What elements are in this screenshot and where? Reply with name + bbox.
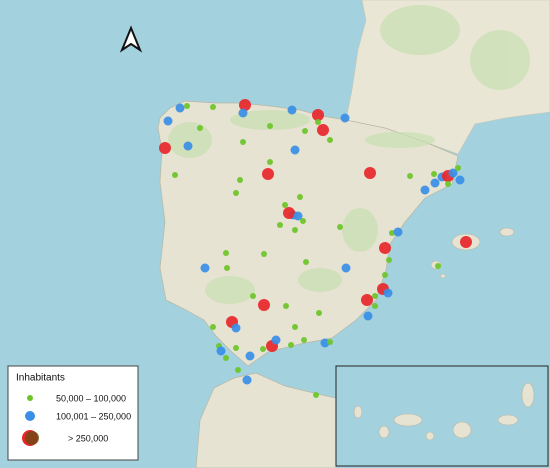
legend-symbol-overlay — [25, 431, 39, 445]
city-marker — [293, 211, 303, 221]
city-marker — [303, 259, 309, 265]
city-marker — [261, 251, 267, 257]
city-marker — [300, 218, 306, 224]
city-marker — [235, 367, 241, 373]
city-marker — [315, 119, 321, 125]
city-marker — [223, 250, 229, 256]
city-marker — [317, 124, 329, 136]
city-marker — [245, 351, 255, 361]
city-marker — [200, 263, 210, 273]
vegetation — [168, 5, 530, 304]
city-marker — [386, 257, 392, 263]
city-marker — [316, 310, 322, 316]
legend-label: > 250,000 — [68, 433, 108, 443]
city-marker — [337, 224, 343, 230]
city-marker — [379, 242, 391, 254]
city-marker — [393, 227, 403, 237]
city-marker — [267, 159, 273, 165]
city-marker — [223, 355, 229, 361]
city-marker — [258, 299, 270, 311]
city-marker — [237, 177, 243, 183]
city-marker — [431, 171, 437, 177]
city-marker — [175, 103, 185, 113]
city-marker — [184, 103, 190, 109]
city-marker — [435, 263, 441, 269]
city-marker — [197, 125, 203, 131]
city-marker — [277, 222, 283, 228]
city-marker — [159, 142, 171, 154]
city-marker — [283, 207, 295, 219]
city-marker — [283, 303, 289, 309]
city-marker — [292, 227, 298, 233]
city-marker — [340, 113, 350, 123]
city-marker — [238, 108, 248, 118]
city-marker — [297, 194, 303, 200]
city-marker — [341, 263, 351, 273]
city-marker — [287, 105, 297, 115]
city-marker — [183, 141, 193, 151]
city-marker — [383, 288, 393, 298]
city-marker — [455, 175, 465, 185]
city-marker — [288, 342, 294, 348]
city-marker — [430, 178, 440, 188]
city-marker — [260, 346, 266, 352]
city-marker — [455, 165, 461, 171]
city-marker — [361, 294, 373, 306]
legend-symbol — [27, 395, 33, 401]
city-marker — [290, 145, 300, 155]
canary-islands — [353, 382, 535, 441]
city-marker — [301, 337, 307, 343]
city-marker — [210, 324, 216, 330]
city-marker — [233, 190, 239, 196]
city-marker — [233, 345, 239, 351]
city-marker — [320, 338, 330, 348]
legend-items: 50,000 – 100,000 100,001 – 250,000 > 250,0… — [22, 393, 131, 446]
legend-title: Inhabitants — [16, 373, 65, 384]
city-marker — [267, 123, 273, 129]
city-marker — [239, 99, 251, 111]
city-marker — [250, 293, 256, 299]
city-marker — [240, 139, 246, 145]
city-marker — [389, 230, 395, 236]
city-marker — [445, 181, 451, 187]
city-marker — [372, 293, 378, 299]
city-marker — [216, 346, 226, 356]
city-marker — [302, 128, 308, 134]
city-marker — [460, 236, 472, 248]
city-marker — [407, 173, 413, 179]
city-marker — [363, 311, 373, 321]
north-arrow — [119, 25, 143, 53]
city-marker — [282, 202, 288, 208]
city-marker — [262, 168, 274, 180]
city-marker — [382, 272, 388, 278]
inset-canary — [335, 365, 549, 467]
city-marker — [448, 168, 458, 178]
city-marker — [327, 339, 333, 345]
city-marker — [292, 324, 298, 330]
city-marker — [231, 323, 241, 333]
city-marker — [372, 303, 378, 309]
legend-label: 100,001 – 250,000 — [56, 411, 131, 421]
city-marker — [210, 104, 216, 110]
legend-symbol — [25, 411, 35, 421]
city-marker — [364, 167, 376, 179]
legend-label: 50,000 – 100,000 — [56, 393, 126, 403]
city-marker — [242, 375, 252, 385]
city-marker — [224, 265, 230, 271]
city-marker — [327, 137, 333, 143]
city-marker — [163, 116, 173, 126]
city-marker — [313, 392, 319, 398]
city-marker — [172, 172, 178, 178]
city-markers — [159, 99, 510, 442]
city-marker — [420, 185, 430, 195]
city-marker — [312, 109, 324, 121]
city-marker — [271, 335, 281, 345]
